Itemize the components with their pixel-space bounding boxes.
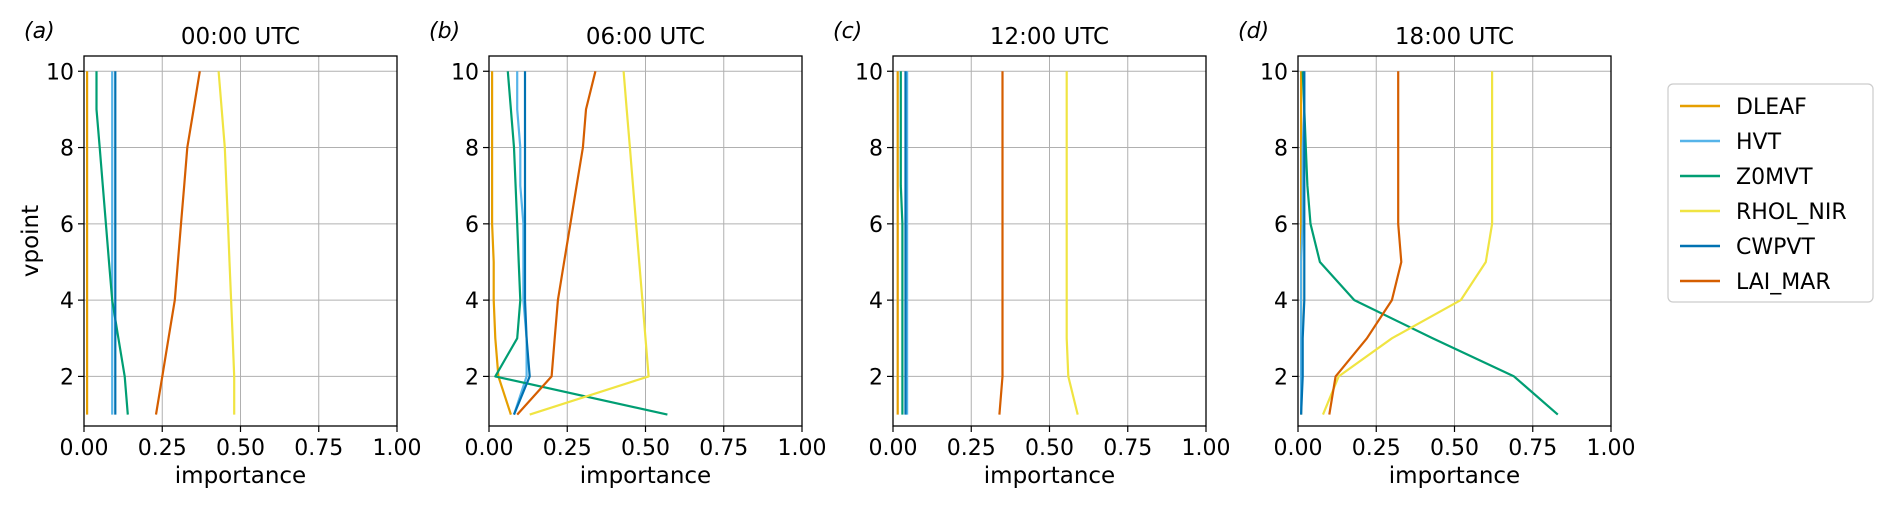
series-line-z0mvt (95, 71, 129, 415)
panel-label: (a) (24, 19, 55, 44)
legend: DLEAF HVT Z0MVT RHOL_NIR CWPVT LAI_MAR (1667, 83, 1874, 303)
y-tick-label: 4 (465, 289, 479, 314)
x-tick-label: 1.00 (1182, 436, 1231, 461)
y-tick-label: 8 (869, 137, 883, 162)
panel-d: 0.00 0.25 0.50 0.75 1.00 2 4 6 8 10 18:00 UTC (d) im… (1238, 19, 1635, 489)
y-tick-label: 10 (46, 60, 74, 85)
legend-label: RHOL_NIR (1736, 200, 1847, 225)
legend-item-cwpvt: CWPVT (1680, 235, 1815, 260)
panel-title: 00:00 UTC (181, 24, 300, 50)
series-line-rhol-nir (529, 71, 650, 416)
series-line-lai-mar (998, 71, 1004, 415)
y-tick-label: 2 (465, 365, 479, 390)
x-tick-label: 0.25 (138, 436, 187, 461)
x-tick-label: 0.00 (60, 436, 109, 461)
plot-frame (83, 55, 398, 427)
x-tick-label: 0.75 (294, 436, 343, 461)
x-tick-label: 0.75 (699, 436, 748, 461)
series-line-lai-mar (516, 71, 597, 416)
y-tick-label: 2 (1274, 365, 1288, 390)
y-tick-label: 8 (60, 137, 74, 162)
x-tick-label: 0.25 (1352, 436, 1401, 461)
y-tick-label: 10 (1260, 60, 1288, 85)
y-tick-label: 8 (1274, 137, 1288, 162)
legend-label: LAI_MAR (1736, 270, 1831, 295)
plot-frame (892, 55, 1207, 427)
x-tick-label: 0.50 (1430, 436, 1479, 461)
legend-label: Z0MVT (1736, 165, 1813, 190)
legend-label: CWPVT (1736, 235, 1815, 260)
legend-item-rhol-nir: RHOL_NIR (1680, 200, 1847, 225)
panel-b: 0.00 0.25 0.50 0.75 1.00 2 4 6 8 10 06:00 UTC (b) im… (429, 19, 826, 489)
panel-label: (d) (1238, 19, 1269, 44)
legend-item-z0mvt: Z0MVT (1680, 165, 1813, 190)
panel-a: 0.00 0.25 0.50 0.75 1.00 2 4 6 8 10 00:00 UTC (a) im… (18, 19, 421, 489)
plot-frame (1297, 55, 1612, 427)
x-axis-label: importance (175, 463, 306, 489)
x-axis-label: importance (580, 463, 711, 489)
panel-c: 0.00 0.25 0.50 0.75 1.00 2 4 6 8 10 12:00 UTC (c) im… (833, 19, 1230, 489)
x-axis-label: importance (984, 463, 1115, 489)
series-line-z0mvt (1301, 71, 1559, 416)
x-axis-label: importance (1389, 463, 1520, 489)
series-line-z0mvt (899, 71, 904, 415)
y-tick-label: 6 (1274, 213, 1288, 238)
series-line-rhol-nir (1065, 71, 1079, 415)
x-tick-label: 1.00 (1587, 436, 1636, 461)
legend-label: DLEAF (1736, 95, 1807, 120)
y-tick-label: 4 (60, 289, 74, 314)
y-tick-label: 4 (1274, 289, 1288, 314)
y-tick-label: 4 (869, 289, 883, 314)
series-line-lai-mar (154, 71, 201, 415)
x-tick-label: 0.50 (1025, 436, 1074, 461)
x-tick-label: 0.75 (1508, 436, 1557, 461)
y-tick-label: 6 (869, 213, 883, 238)
series-line-hvt (512, 71, 528, 415)
y-tick-label: 10 (451, 60, 479, 85)
panel-title: 18:00 UTC (1395, 24, 1514, 50)
legend-item-hvt: HVT (1680, 130, 1782, 155)
series-line-rhol-nir (1321, 71, 1494, 416)
series-line-rhol-nir (217, 71, 236, 415)
panel-title: 06:00 UTC (586, 24, 705, 50)
y-tick-label: 6 (465, 213, 479, 238)
y-tick-label: 8 (465, 137, 479, 162)
series-line-cwpvt (512, 71, 531, 416)
series-line-lai-mar (1328, 71, 1403, 415)
panel-label: (b) (429, 19, 460, 44)
x-tick-label: 0.50 (621, 436, 670, 461)
x-tick-label: 1.00 (373, 436, 422, 461)
x-tick-label: 0.00 (869, 436, 918, 461)
series-line-dleaf (491, 71, 512, 415)
legend-frame (1667, 83, 1874, 303)
panel-title: 12:00 UTC (990, 24, 1109, 50)
x-tick-label: 0.25 (543, 436, 592, 461)
series-line-cwpvt (1300, 71, 1306, 415)
y-tick-label: 10 (855, 60, 883, 85)
x-tick-label: 0.00 (1274, 436, 1323, 461)
y-tick-label: 6 (60, 213, 74, 238)
x-tick-label: 1.00 (778, 436, 827, 461)
x-tick-label: 0.75 (1103, 436, 1152, 461)
panel-label: (c) (833, 19, 862, 44)
plot-frame (488, 55, 803, 427)
x-tick-label: 0.25 (947, 436, 996, 461)
legend-item-lai-mar: LAI_MAR (1680, 270, 1831, 295)
x-tick-label: 0.00 (465, 436, 514, 461)
y-axis-label: vpoint (18, 205, 44, 277)
y-tick-label: 2 (869, 365, 883, 390)
legend-label: HVT (1736, 130, 1782, 155)
y-tick-label: 2 (60, 365, 74, 390)
series-line-z0mvt (494, 71, 668, 416)
legend-item-dleaf: DLEAF (1680, 95, 1807, 120)
x-tick-label: 0.50 (216, 436, 265, 461)
